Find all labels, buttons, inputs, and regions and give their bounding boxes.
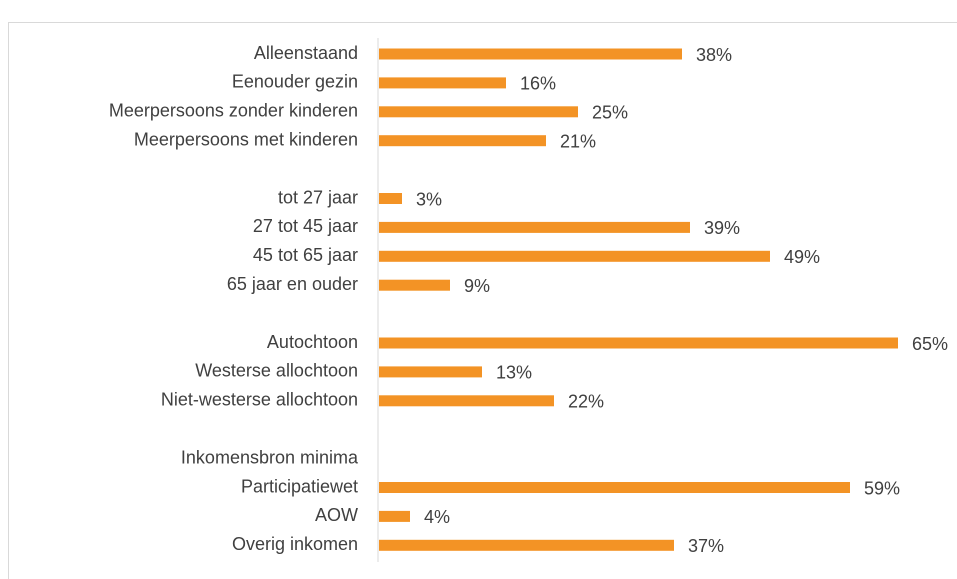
- y-tick-label: Eenouder gezin: [232, 72, 358, 92]
- bar: [379, 193, 402, 204]
- y-tick-label: Meerpersoons zonder kinderen: [109, 101, 358, 121]
- data-label: 3%: [416, 189, 442, 209]
- y-tick-label: Niet-westerse allochtoon: [161, 390, 358, 410]
- chart-frame: [8, 22, 957, 579]
- bar: [379, 482, 850, 493]
- bar: [379, 77, 506, 89]
- y-tick-label: Westerse allochtoon: [195, 361, 358, 381]
- data-label: 39%: [704, 218, 740, 238]
- data-label: 49%: [784, 247, 820, 267]
- bar: [379, 135, 546, 147]
- y-tick-label: Alleenstaand: [254, 43, 358, 63]
- bar: [379, 539, 674, 551]
- y-tick-label: AOW: [315, 505, 358, 525]
- data-label: 65%: [912, 334, 948, 354]
- bar: [379, 337, 898, 349]
- y-tick-label: 27 tot 45 jaar: [253, 216, 358, 236]
- data-label: 38%: [696, 45, 732, 65]
- data-label: 22%: [568, 392, 604, 412]
- bar: [379, 366, 482, 378]
- y-tick-label: Inkomensbron minima: [181, 447, 359, 467]
- y-tick-label: Meerpersoons met kinderen: [134, 129, 358, 149]
- bar: [379, 250, 770, 262]
- y-tick-label: Autochtoon: [267, 332, 358, 352]
- data-label: 16%: [520, 74, 556, 94]
- bar: [379, 48, 682, 60]
- bar: [379, 106, 578, 118]
- bar: [379, 510, 410, 522]
- data-label: 9%: [464, 276, 490, 296]
- data-label: 13%: [496, 363, 532, 383]
- y-tick-label: tot 27 jaar: [278, 187, 358, 207]
- data-label: 37%: [688, 536, 724, 556]
- y-tick-label: 65 jaar en ouder: [227, 274, 358, 294]
- y-tick-label: Participatiewet: [241, 476, 358, 496]
- data-label: 21%: [560, 131, 596, 151]
- bar: [379, 395, 554, 407]
- bar: [379, 221, 690, 233]
- data-label: 4%: [424, 507, 450, 527]
- y-tick-label: 45 tot 65 jaar: [253, 245, 358, 265]
- data-label: 59%: [864, 478, 900, 498]
- data-label: 25%: [592, 103, 628, 123]
- y-tick-label: Overig inkomen: [232, 534, 358, 554]
- bar: [379, 279, 450, 291]
